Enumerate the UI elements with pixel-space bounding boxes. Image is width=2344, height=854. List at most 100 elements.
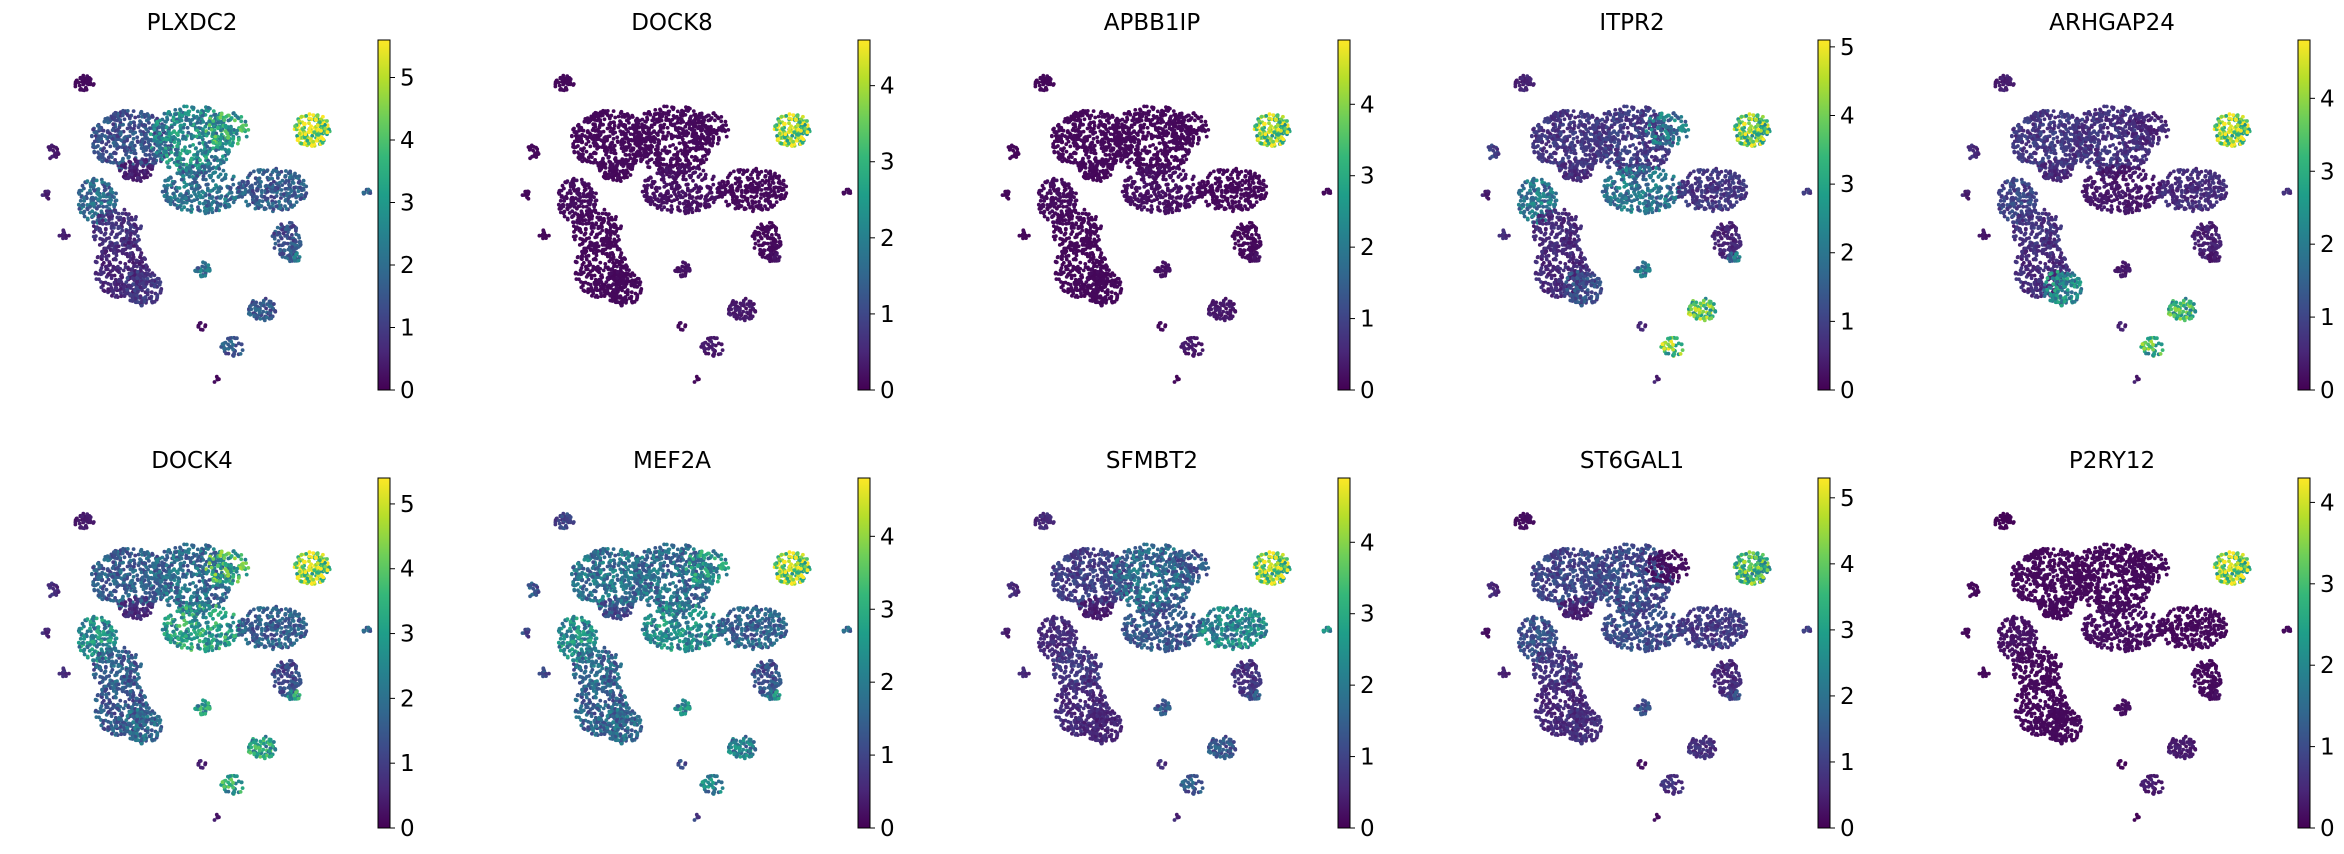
cell-point [280, 188, 284, 192]
cell-point [250, 184, 254, 188]
cell-point [628, 296, 632, 300]
cell-point [123, 140, 127, 144]
cell-point [103, 134, 107, 138]
cell-point [131, 261, 135, 265]
cell-point [246, 190, 250, 194]
cell-point [155, 144, 159, 148]
cell-point [604, 265, 608, 269]
cell-point [690, 128, 694, 132]
cell-point [214, 209, 218, 213]
cell-point [576, 255, 580, 259]
cell-point [185, 149, 189, 153]
cell-point [608, 272, 612, 276]
cell-point [106, 222, 110, 226]
cell-point [88, 189, 92, 193]
cell-point [163, 194, 167, 198]
cell-point [663, 145, 667, 149]
cell-point [631, 278, 635, 282]
cell-point [560, 77, 564, 81]
cell-point [617, 123, 621, 127]
cell-point [293, 191, 297, 195]
cell-point [619, 274, 623, 278]
cell-point [123, 149, 127, 153]
cell-point [561, 184, 565, 188]
cell-point [600, 273, 604, 277]
cell-point [271, 202, 275, 206]
cell-point [612, 137, 616, 141]
cell-point [197, 184, 201, 188]
cell-point [189, 194, 193, 198]
cell-point [618, 129, 622, 133]
cell-point [595, 283, 599, 287]
cell-point [618, 119, 622, 123]
cell-point [236, 142, 240, 146]
cell-point [201, 114, 205, 118]
cell-point [113, 151, 117, 155]
cell-point [262, 170, 266, 174]
cell-point [115, 269, 119, 273]
cell-point [136, 290, 140, 294]
cell-point [183, 145, 187, 149]
cell-point [641, 157, 645, 161]
cell-point [77, 203, 81, 207]
cell-point [681, 114, 685, 118]
cell-point [587, 156, 591, 160]
cell-point [680, 135, 684, 139]
cell-point [588, 197, 592, 201]
cell-point [227, 119, 231, 123]
cell-point [583, 239, 587, 243]
colorbar-tick-label: 4 [400, 128, 415, 154]
cell-point [114, 210, 118, 214]
cell-point [675, 161, 679, 165]
cell-point [231, 183, 235, 187]
cell-point [133, 166, 137, 170]
cell-point [204, 142, 208, 146]
cell-point [153, 135, 157, 139]
cell-point [638, 119, 642, 123]
cell-point [660, 114, 664, 118]
cell-point [606, 276, 610, 280]
cell-point [176, 206, 180, 210]
cell-point [138, 119, 142, 123]
cell-point [593, 274, 597, 278]
cell-point [195, 195, 199, 199]
cell-point [78, 207, 82, 211]
cell-point [624, 153, 628, 157]
cell-point [148, 296, 152, 300]
cell-point [132, 109, 136, 113]
cell-point [277, 200, 281, 204]
cell-point [282, 192, 286, 196]
cell-point [132, 255, 136, 259]
cell-point [151, 148, 155, 152]
cell-point [301, 127, 305, 131]
cell-point [171, 182, 175, 186]
cell-point [259, 302, 263, 306]
cell-point [283, 249, 287, 253]
cell-point [217, 175, 221, 179]
cell-point [251, 189, 255, 193]
cell-point [211, 119, 215, 123]
cell-point [201, 260, 205, 264]
cell-point [190, 171, 194, 175]
cell-point [104, 265, 108, 269]
cell-point [584, 265, 588, 269]
cell-point [665, 149, 669, 153]
cell-point [229, 340, 233, 344]
cell-point [181, 148, 185, 152]
cell-point [98, 228, 102, 232]
cell-point [707, 119, 711, 123]
cell-point [579, 286, 583, 290]
cell-point [115, 283, 119, 287]
cell-point [691, 119, 695, 123]
cell-point [294, 252, 298, 256]
cell-point [204, 183, 208, 187]
cell-point [279, 196, 283, 200]
cell-point [133, 157, 137, 161]
colorbar-tick-label: 1 [400, 316, 415, 342]
cell-point [246, 128, 250, 132]
cell-point [249, 307, 253, 311]
cell-point [207, 106, 211, 110]
cell-point [57, 152, 61, 156]
cell-point [572, 224, 576, 228]
cell-point [112, 116, 116, 120]
